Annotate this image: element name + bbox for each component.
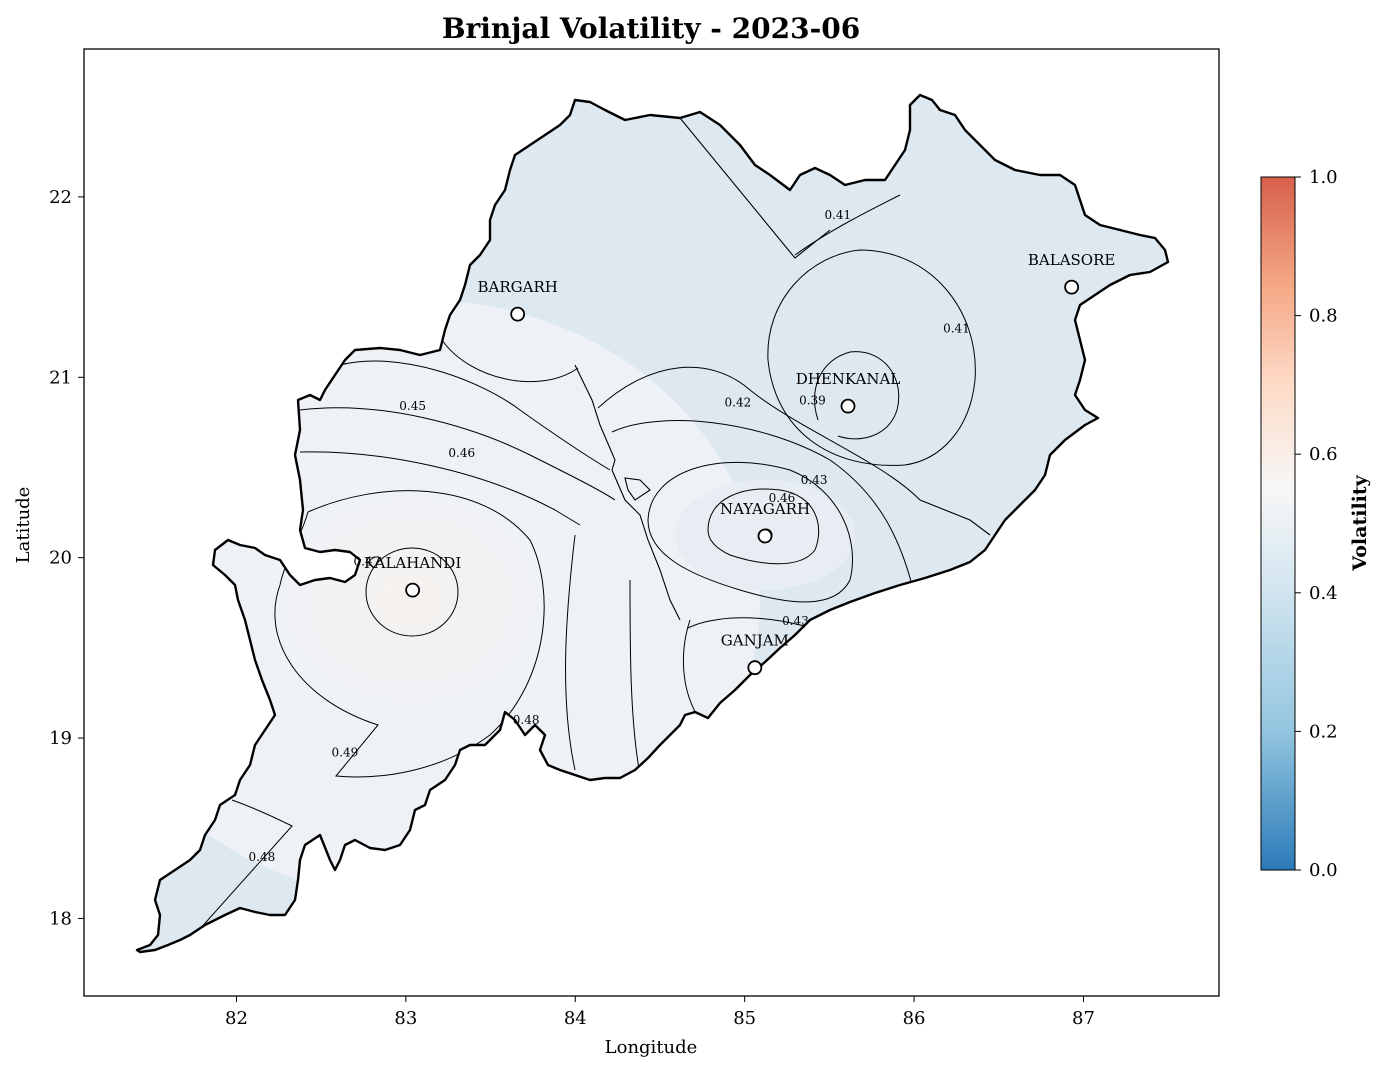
contour-label: 0.39: [799, 394, 826, 408]
warm-spot: [240, 460, 580, 740]
contour-line: [339, 360, 611, 471]
district-boundary: [574, 364, 616, 471]
contour-line: [565, 534, 576, 771]
contour-label: 0.48: [513, 713, 540, 727]
chart-title: Brinjal Volatility - 2023-06: [442, 12, 860, 45]
city-label: BARGARH: [477, 278, 557, 296]
contour-label: 0.41: [943, 322, 970, 336]
contour-line: [441, 339, 579, 382]
colorbar-tick-label: 0.6: [1309, 444, 1338, 465]
city-label: GANJAM: [721, 632, 789, 650]
y-tick-label: 18: [49, 908, 72, 929]
y-tick-label: 19: [49, 728, 72, 749]
x-axis-label: Longitude: [605, 1037, 698, 1058]
district-boundary: [611, 469, 681, 621]
colorbar: [1260, 176, 1296, 871]
city-label: DHENKANAL: [796, 370, 901, 388]
y-tick-label: 20: [49, 548, 72, 569]
contour-lines: [189, 194, 976, 941]
colorbar-tick-label: 0.8: [1309, 306, 1338, 327]
contour-line: [365, 547, 459, 637]
district-boundary: [919, 499, 991, 536]
contour-label: 0.46: [769, 491, 796, 505]
contour-line: [794, 194, 901, 256]
x-tick-label: 84: [564, 1008, 587, 1029]
city-label: NAYAGARH: [720, 500, 810, 518]
x-axis-ticks: 82 83 84 85 86 87: [225, 996, 1095, 1029]
colorbar-ticks: 0.0 0.2 0.4 0.6 0.8 1.0: [1295, 167, 1338, 881]
city-label: BALASORE: [1028, 251, 1115, 269]
contour-line: [647, 461, 853, 603]
contour-label: 0.46: [448, 446, 475, 460]
y-axis-label: Latitude: [13, 487, 34, 564]
contour-labels: 0.41 0.41 0.39 0.42 0.45 0.46 0.43 0.46 0.43 0.48…: [249, 208, 970, 864]
x-tick-label: 87: [1072, 1008, 1095, 1029]
x-tick-label: 85: [733, 1008, 756, 1029]
contour-line: [814, 351, 900, 440]
contour-line: [611, 420, 913, 586]
contour-line: [189, 799, 293, 941]
contour-label: 0.43: [801, 473, 828, 487]
city-marker: [757, 528, 773, 544]
city-marker: [747, 660, 763, 676]
state-boundary: [135, 93, 1170, 954]
district-boundary: [679, 117, 831, 259]
contour-line: [299, 407, 616, 501]
contour-line: [707, 488, 820, 565]
y-axis-ticks: 18 19 20 21 22: [49, 187, 84, 929]
colorbar-tick-label: 0.4: [1309, 583, 1338, 604]
colorbar-tick-label: 0.2: [1309, 721, 1338, 742]
contour-label: 0.48: [249, 850, 276, 864]
city-marker: [1064, 279, 1080, 295]
contour-label: 0.45: [399, 399, 426, 413]
colorbar-tick-label: 0.0: [1309, 860, 1338, 881]
contour-label: 0.49: [332, 745, 359, 759]
contour-label: 0.47: [354, 554, 381, 568]
contour-label: 0.42: [725, 396, 752, 410]
colorbar-label: Volatility: [1349, 474, 1371, 571]
district-boundaries: [574, 117, 991, 621]
x-tick-label: 82: [225, 1008, 248, 1029]
contour-line: [597, 366, 921, 501]
y-tick-label: 22: [49, 187, 72, 208]
city-label: KALAHANDI: [364, 554, 461, 572]
contour-line: [767, 249, 976, 466]
contour-line: [299, 451, 581, 526]
district-boundary: [624, 477, 651, 501]
colorbar-tick-label: 1.0: [1309, 167, 1338, 188]
x-tick-label: 86: [903, 1008, 926, 1029]
y-tick-label: 21: [49, 367, 72, 388]
city-markers: BARGARH BALASORE DHENKANAL NAYAGARH KALAHAND…: [364, 251, 1115, 676]
contour-line: [629, 579, 641, 776]
contour-label: 0.41: [824, 208, 851, 222]
contour-label: 0.43: [782, 614, 809, 628]
x-tick-label: 83: [394, 1008, 417, 1029]
city-marker: [840, 398, 856, 414]
contour-line: [683, 619, 701, 721]
city-marker: [510, 306, 526, 322]
city-marker: [405, 582, 421, 598]
